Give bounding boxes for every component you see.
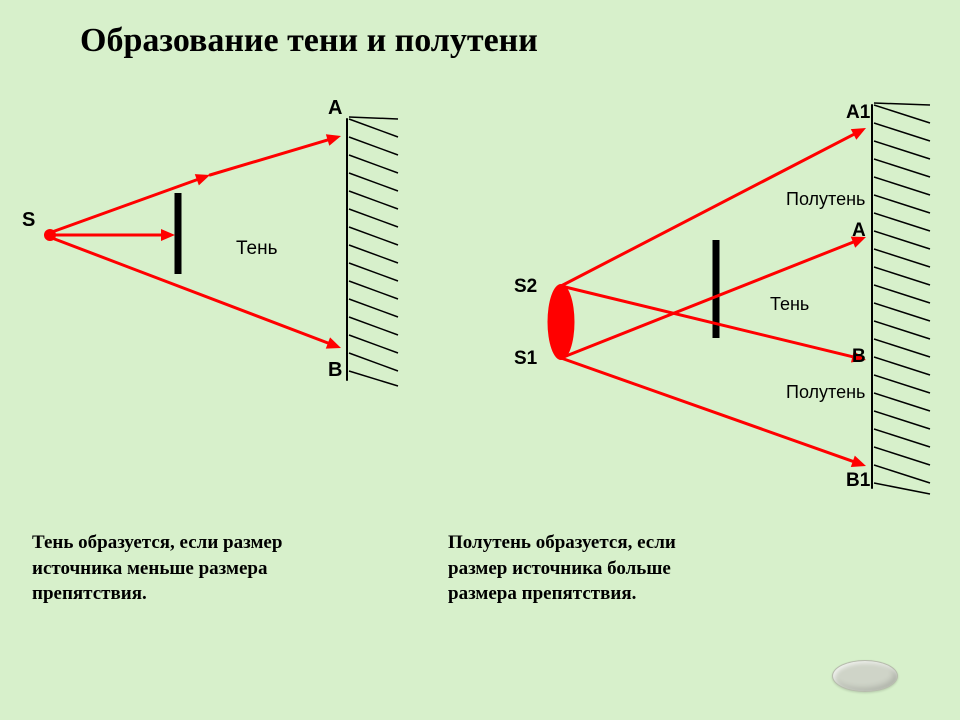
caption-left: Тень образуется, если размер источника м… bbox=[32, 530, 282, 607]
caption-right: Полутень образуется, если размер источни… bbox=[448, 530, 676, 607]
svg-text:Полутень: Полутень bbox=[786, 382, 865, 402]
svg-text:A: A bbox=[328, 97, 342, 119]
page-title: Образование тени и полутени bbox=[80, 22, 538, 60]
svg-text:A: A bbox=[852, 220, 866, 241]
svg-text:S1: S1 bbox=[514, 348, 538, 369]
svg-text:S: S bbox=[22, 209, 35, 231]
diagram-svg: S A B Тень S1 S2 A1 A B B1 Тень Полутень Полутень bbox=[0, 0, 960, 720]
svg-text:B1: B1 bbox=[846, 470, 871, 491]
svg-text:S2: S2 bbox=[514, 276, 537, 297]
svg-text:Тень: Тень bbox=[770, 294, 809, 314]
svg-text:B: B bbox=[852, 346, 866, 367]
svg-text:B: B bbox=[328, 359, 342, 381]
svg-text:Полутень: Полутень bbox=[786, 189, 865, 209]
svg-text:A1: A1 bbox=[846, 102, 871, 123]
next-button[interactable] bbox=[832, 660, 898, 692]
svg-text:Тень: Тень bbox=[236, 238, 278, 259]
